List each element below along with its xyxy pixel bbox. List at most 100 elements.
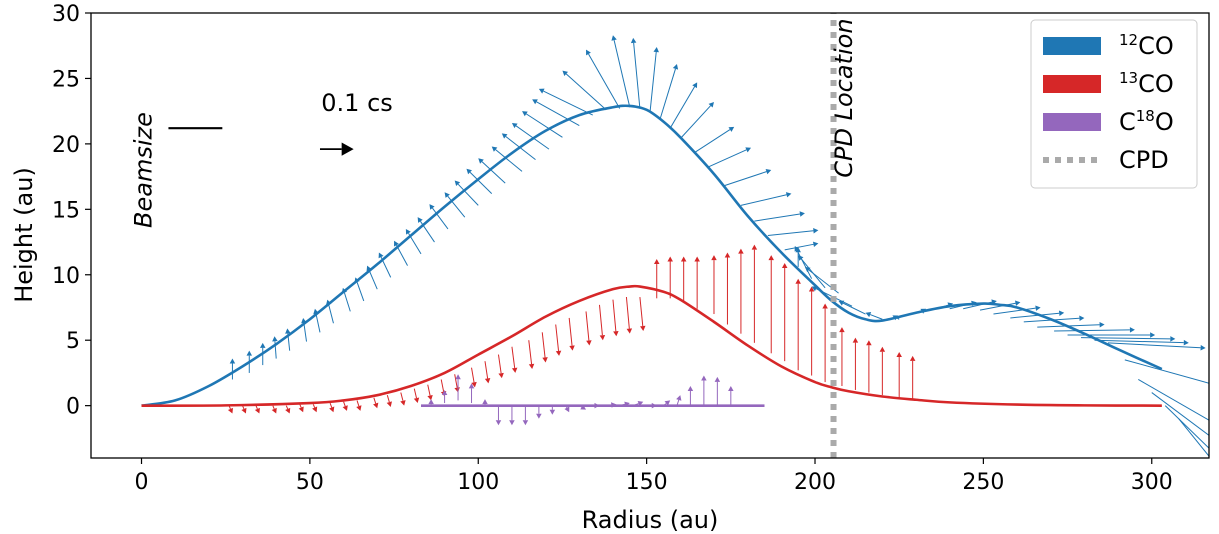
velocity-arrow <box>649 47 659 113</box>
velocity-arrow <box>866 340 872 393</box>
velocity-arrow <box>838 300 866 315</box>
velocity-arrow <box>667 256 673 299</box>
velocity-arrow <box>659 64 679 120</box>
series-line-13co <box>141 284 1162 407</box>
velocity-arrow <box>468 383 475 404</box>
velocity-arrow <box>879 346 886 396</box>
legend-swatch <box>1043 75 1101 93</box>
velocity-arrow <box>724 252 731 325</box>
velocity-arrow <box>568 317 575 351</box>
velocity-arrow <box>312 404 318 413</box>
velocity-arrow <box>754 211 805 222</box>
velocity-arrow <box>728 386 734 406</box>
velocity-arrow <box>1067 332 1156 338</box>
velocity-arrow <box>1124 359 1209 384</box>
x-tick-label: 150 <box>626 470 668 495</box>
velocity-arrow <box>909 355 916 401</box>
annotation: CPD Location <box>830 18 858 177</box>
velocity-arrow <box>740 192 792 206</box>
velocity-arrow <box>598 304 606 341</box>
velocity-arrow <box>491 146 523 172</box>
velocity-arrow <box>522 405 529 426</box>
velocity-arrow <box>386 395 392 407</box>
plot-frame <box>90 12 1210 459</box>
velocity-arrow <box>795 278 801 371</box>
series-lines <box>141 13 1163 458</box>
velocity-arrow <box>781 262 788 362</box>
velocity-arrow <box>687 386 694 406</box>
velocity-arrow <box>738 248 744 334</box>
velocity-arrow <box>454 180 479 206</box>
annotation: 0.1 cs <box>321 89 393 117</box>
velocity-arrow <box>532 99 580 126</box>
velocity-arrow <box>562 70 607 111</box>
velocity-arrow <box>536 405 542 419</box>
x-tick-label: 0 <box>135 470 149 495</box>
velocity-arrow <box>484 361 491 384</box>
legend-box <box>1030 19 1198 189</box>
velocity-arrow <box>356 400 362 411</box>
legend-label: CPD <box>1119 146 1169 174</box>
legend-swatch <box>1043 37 1101 55</box>
velocity-arrow <box>1107 342 1206 351</box>
velocity-arrow <box>639 296 646 332</box>
velocity-arrow <box>993 305 1041 315</box>
velocity-arrow <box>342 401 348 411</box>
velocity-arrow <box>694 256 700 309</box>
velocity-arrow <box>495 405 502 426</box>
legend-label: 12CO <box>1119 31 1174 60</box>
velocity-arrow <box>1178 418 1209 458</box>
velocity-arrow <box>478 158 506 184</box>
velocity-arrow <box>784 241 819 251</box>
velocity-arrow <box>298 404 304 413</box>
velocity-arrow <box>586 49 621 109</box>
velocity-arrow <box>751 244 758 343</box>
velocity-arrow <box>1138 379 1209 421</box>
velocity-arrow <box>723 169 772 187</box>
velocity-arrow <box>429 204 449 230</box>
legend-label: C18O <box>1119 107 1174 136</box>
velocity-arrow <box>896 351 902 398</box>
velocity-arrow <box>471 367 477 388</box>
legend-label: 13CO <box>1119 69 1174 98</box>
annotations: Beamsize 0.1 cs CPD Location <box>130 18 858 228</box>
velocity-arrow <box>509 405 515 426</box>
velocity-arrow <box>1094 339 1189 346</box>
velocity-arrow <box>711 255 717 315</box>
velocity-arrow <box>555 324 562 356</box>
velocity-arrow <box>394 240 408 266</box>
velocity-arrow <box>865 311 883 320</box>
velocity-arrow <box>852 337 859 390</box>
velocity-arrow <box>538 88 593 116</box>
y-tick-label: 10 <box>52 264 80 289</box>
velocity-arrow <box>511 346 518 373</box>
y-tick-label: 30 <box>52 2 80 27</box>
annotation: Beamsize <box>130 112 158 228</box>
y-axis-label: Height (au) <box>10 167 38 303</box>
velocity-arrow <box>585 311 592 346</box>
axis-ticks: 0 50 100 150 200 250 300 0 5 10 15 20 25 30 <box>52 2 1173 495</box>
velocity-arrow <box>1010 310 1065 319</box>
velocity-arrow <box>979 300 1021 311</box>
velocity-arrow <box>767 228 819 236</box>
velocity-arrow <box>612 299 619 337</box>
velocity-arrow <box>669 82 698 129</box>
velocity-arrow <box>1054 327 1135 333</box>
velocity-arrow <box>707 147 752 168</box>
x-tick-label: 250 <box>962 470 1004 495</box>
x-tick-label: 50 <box>296 470 324 495</box>
velocity-arrow <box>625 296 633 334</box>
velocity-arrow <box>541 332 548 363</box>
velocity-arrow <box>427 384 433 401</box>
velocity-arrow <box>680 256 687 303</box>
velocity-arrow <box>701 375 707 406</box>
velocity-arrow <box>366 265 378 290</box>
y-tick-label: 0 <box>66 395 80 420</box>
velocity-arrow <box>794 245 813 279</box>
scale-arrow <box>319 142 354 156</box>
velocity-arrow <box>373 397 379 409</box>
velocity-arrow <box>839 327 845 387</box>
velocity-arrow <box>246 350 253 373</box>
velocity-arrow <box>1164 405 1209 449</box>
